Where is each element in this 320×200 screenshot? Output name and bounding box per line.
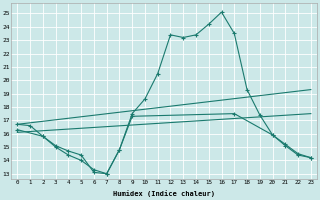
X-axis label: Humidex (Indice chaleur): Humidex (Indice chaleur) — [113, 190, 215, 197]
